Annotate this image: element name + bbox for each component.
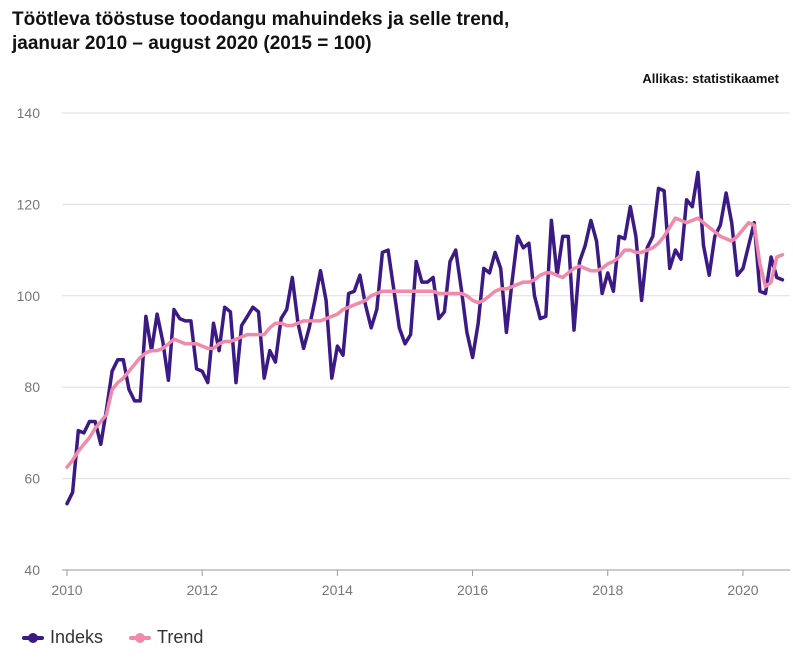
legend-item-indeks[interactable]: Indeks bbox=[22, 627, 103, 648]
legend-label-trend: Trend bbox=[157, 627, 204, 647]
x-tick-label: 2010 bbox=[51, 582, 82, 598]
series-line-indeks bbox=[65, 170, 785, 506]
x-tick-label: 2018 bbox=[592, 582, 623, 598]
y-tick-label: 80 bbox=[24, 379, 40, 395]
title-line-2: jaanuar 2010 – august 2020 (2015 = 100) bbox=[12, 33, 372, 54]
x-axis-ticks: 2010 2012 2014 2016 2018 2020 bbox=[51, 570, 759, 598]
legend: Indeks Trend bbox=[22, 627, 203, 648]
title-line-1: Töötleva tööstuse toodangu mahuindeks ja… bbox=[12, 9, 510, 30]
x-tick-label: 2020 bbox=[727, 582, 758, 598]
x-tick-label: 2014 bbox=[322, 582, 353, 598]
legend-marker-indeks bbox=[22, 632, 44, 643]
y-axis-ticks: 40 60 80 100 120 140 bbox=[17, 105, 41, 578]
chart-title: Töötleva tööstuse toodangu mahuindeks ja… bbox=[12, 8, 509, 56]
legend-marker-trend bbox=[129, 632, 152, 643]
series-lines bbox=[65, 170, 785, 506]
gridlines bbox=[62, 112, 790, 571]
line-chart: 40 60 80 100 120 140 2010 2012 2014 2016 2018 2020 bbox=[17, 105, 790, 598]
x-tick-label: 2012 bbox=[187, 582, 218, 598]
x-tick-label: 2016 bbox=[457, 582, 488, 598]
legend-item-trend[interactable]: Trend bbox=[129, 627, 203, 648]
y-tick-label: 140 bbox=[17, 105, 41, 121]
y-tick-label: 40 bbox=[24, 562, 40, 578]
legend-label-indeks: Indeks bbox=[50, 627, 104, 647]
series-line-trend bbox=[65, 216, 785, 469]
y-tick-label: 100 bbox=[17, 288, 41, 304]
y-tick-label: 120 bbox=[17, 196, 41, 212]
source-note: Allikas: statistikaamet bbox=[642, 71, 779, 86]
y-tick-label: 60 bbox=[24, 471, 40, 487]
